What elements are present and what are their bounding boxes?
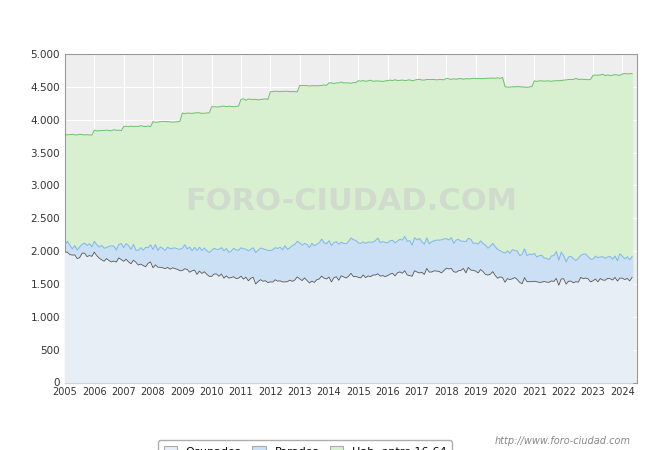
Text: Benacazón - Evolucion de la poblacion en edad de Trabajar Mayo de 2024: Benacazón - Evolucion de la poblacion en… bbox=[79, 16, 571, 29]
Text: FORO-CIUDAD.COM: FORO-CIUDAD.COM bbox=[185, 187, 517, 216]
Text: http://www.foro-ciudad.com: http://www.foro-ciudad.com bbox=[495, 436, 630, 446]
Legend: Ocupados, Parados, Hab. entre 16-64: Ocupados, Parados, Hab. entre 16-64 bbox=[158, 441, 452, 450]
